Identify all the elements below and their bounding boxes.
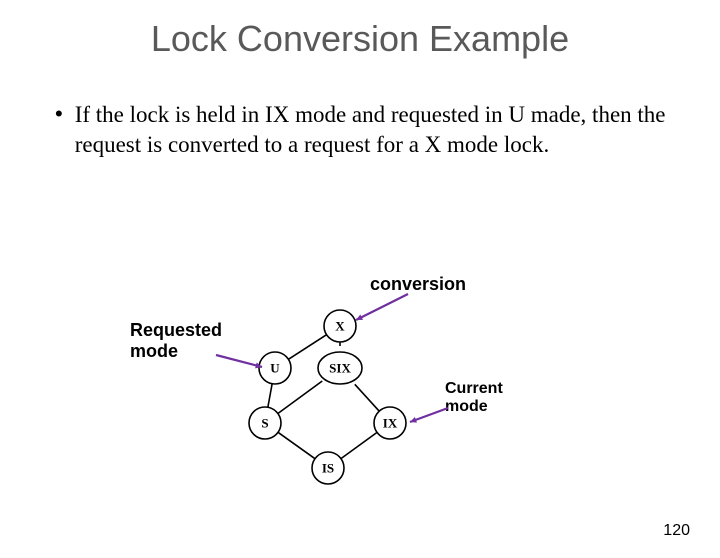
bullet-row: • If the lock is held in IX mode and req… <box>55 100 670 160</box>
svg-text:IX: IX <box>383 416 398 431</box>
page-number: 120 <box>663 522 690 540</box>
page-title: Lock Conversion Example <box>0 18 720 60</box>
diagram-area: conversion Requestedmode Currentmode X U S… <box>0 268 720 528</box>
svg-text:U: U <box>270 361 280 376</box>
svg-text:SIX: SIX <box>329 361 351 376</box>
svg-text:X: X <box>335 319 345 334</box>
bullet-marker: • <box>55 100 63 129</box>
lock-lattice-diagram: XUSIXSIXIS <box>220 308 440 508</box>
bullet-text: If the lock is held in IX mode and reque… <box>75 100 670 160</box>
label-requested: Requestedmode <box>130 320 222 361</box>
label-current: Currentmode <box>445 380 503 417</box>
svg-text:IS: IS <box>322 461 334 476</box>
bullet-area: • If the lock is held in IX mode and req… <box>55 100 670 160</box>
label-conversion: conversion <box>370 274 466 295</box>
svg-text:S: S <box>261 416 268 431</box>
